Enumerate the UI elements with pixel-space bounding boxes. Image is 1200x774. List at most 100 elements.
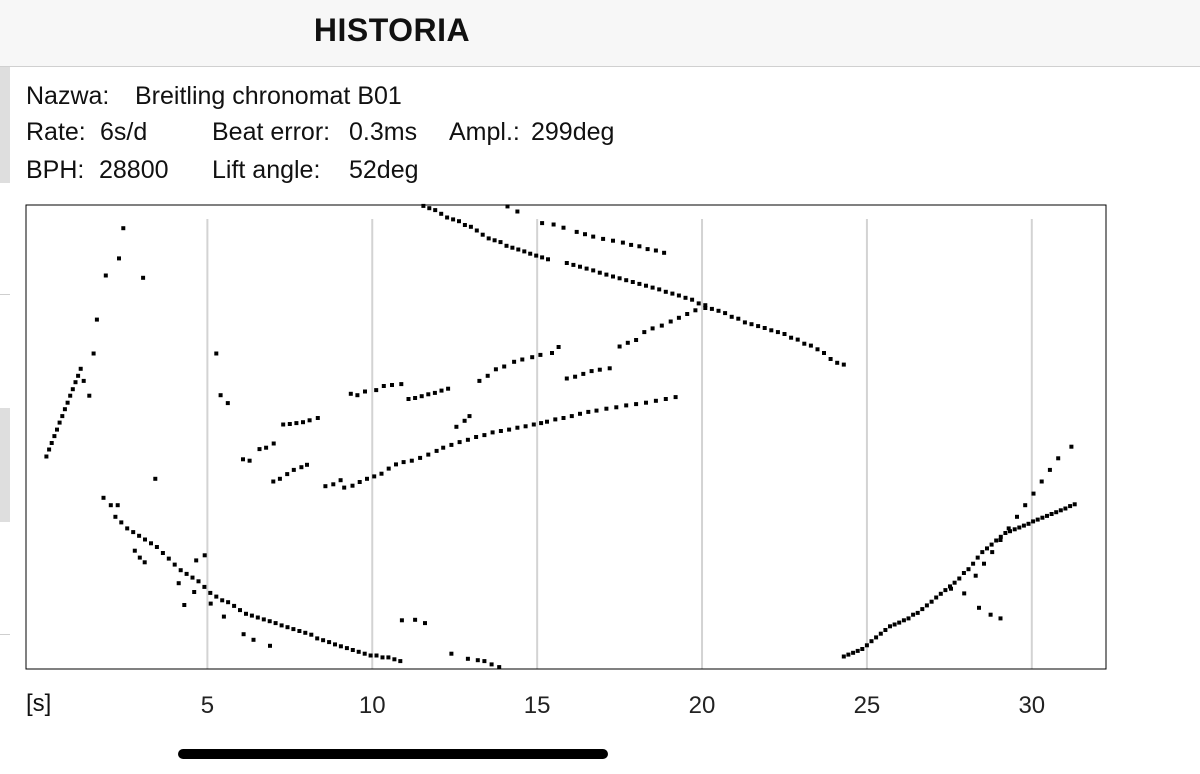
data-point	[929, 599, 934, 604]
data-point	[528, 251, 533, 256]
data-point	[957, 576, 962, 581]
data-point	[961, 571, 966, 575]
data-point	[327, 640, 332, 645]
data-point	[601, 236, 606, 241]
left-edge-divider	[0, 634, 10, 635]
data-point	[502, 364, 507, 369]
data-point	[911, 612, 916, 617]
data-point	[202, 584, 207, 589]
data-point	[247, 458, 252, 463]
data-point	[564, 376, 569, 381]
data-point	[426, 392, 431, 397]
data-point	[531, 422, 536, 427]
data-point	[629, 242, 634, 247]
data-point	[795, 337, 800, 342]
data-point	[617, 276, 622, 281]
data-point	[685, 312, 690, 316]
name-label: Nazwa:	[26, 82, 110, 110]
data-point	[103, 273, 108, 278]
data-point	[432, 390, 437, 395]
header-bar: HISTORIA	[0, 0, 1200, 67]
data-point	[874, 635, 879, 640]
data-point	[220, 598, 225, 603]
data-point	[561, 416, 566, 420]
home-indicator[interactable]	[178, 749, 608, 759]
data-point	[166, 556, 171, 561]
data-point	[888, 624, 892, 629]
data-point	[561, 225, 566, 230]
data-point	[634, 338, 639, 342]
data-point	[663, 289, 668, 294]
data-point	[52, 434, 57, 439]
data-point	[789, 335, 794, 340]
data-point	[1045, 513, 1049, 518]
data-point	[676, 293, 681, 298]
data-point	[277, 476, 282, 481]
data-point	[597, 270, 602, 275]
data-point	[1040, 515, 1045, 520]
data-point	[362, 651, 367, 656]
rate-value: 6s/d	[100, 118, 148, 146]
data-point	[244, 611, 248, 616]
data-point	[413, 617, 418, 622]
data-point	[273, 621, 278, 626]
data-point	[426, 452, 431, 457]
data-point	[749, 322, 754, 327]
data-point	[261, 617, 266, 622]
data-point	[47, 447, 52, 452]
data-point	[574, 229, 579, 234]
data-point	[497, 665, 502, 670]
data-point	[399, 382, 404, 387]
data-point	[365, 476, 369, 481]
data-point	[586, 409, 591, 414]
data-point	[441, 445, 446, 450]
data-point	[860, 647, 865, 651]
data-point	[202, 553, 207, 558]
data-point	[556, 345, 561, 349]
data-point	[982, 561, 986, 566]
left-edge-divider	[0, 294, 10, 295]
data-point	[841, 654, 846, 659]
data-point	[934, 595, 939, 600]
data-point	[659, 323, 664, 328]
data-point	[892, 622, 897, 627]
data-point	[510, 245, 515, 250]
name-value: Breitling chronomat B01	[135, 82, 402, 110]
data-point	[507, 427, 512, 432]
data-point	[515, 425, 520, 430]
data-point	[530, 355, 535, 360]
data-point	[101, 495, 106, 500]
data-point	[467, 414, 472, 419]
data-point	[1069, 444, 1074, 449]
data-point	[1031, 519, 1036, 524]
data-point	[584, 266, 589, 271]
data-point	[1015, 514, 1019, 519]
data-point	[62, 407, 67, 412]
data-point	[434, 448, 439, 453]
data-point	[1054, 510, 1059, 515]
data-point	[451, 217, 456, 222]
data-point	[482, 433, 487, 438]
data-point	[398, 659, 403, 664]
beat-error-label: Beat error:	[212, 118, 331, 146]
data-point	[504, 243, 509, 248]
data-point	[653, 248, 658, 253]
data-point	[394, 462, 398, 467]
data-point	[657, 287, 662, 292]
data-point	[703, 303, 708, 308]
data-point	[1006, 526, 1011, 531]
data-point	[78, 366, 83, 371]
data-point	[333, 642, 337, 647]
data-point	[108, 503, 113, 508]
data-point	[668, 319, 673, 324]
data-point	[160, 551, 165, 555]
data-point	[498, 429, 503, 433]
data-point	[864, 643, 869, 648]
data-point	[650, 326, 655, 331]
data-point	[255, 615, 260, 620]
data-point	[512, 359, 517, 364]
data-point	[742, 320, 747, 325]
data-point	[802, 341, 807, 346]
data-point	[271, 479, 276, 484]
